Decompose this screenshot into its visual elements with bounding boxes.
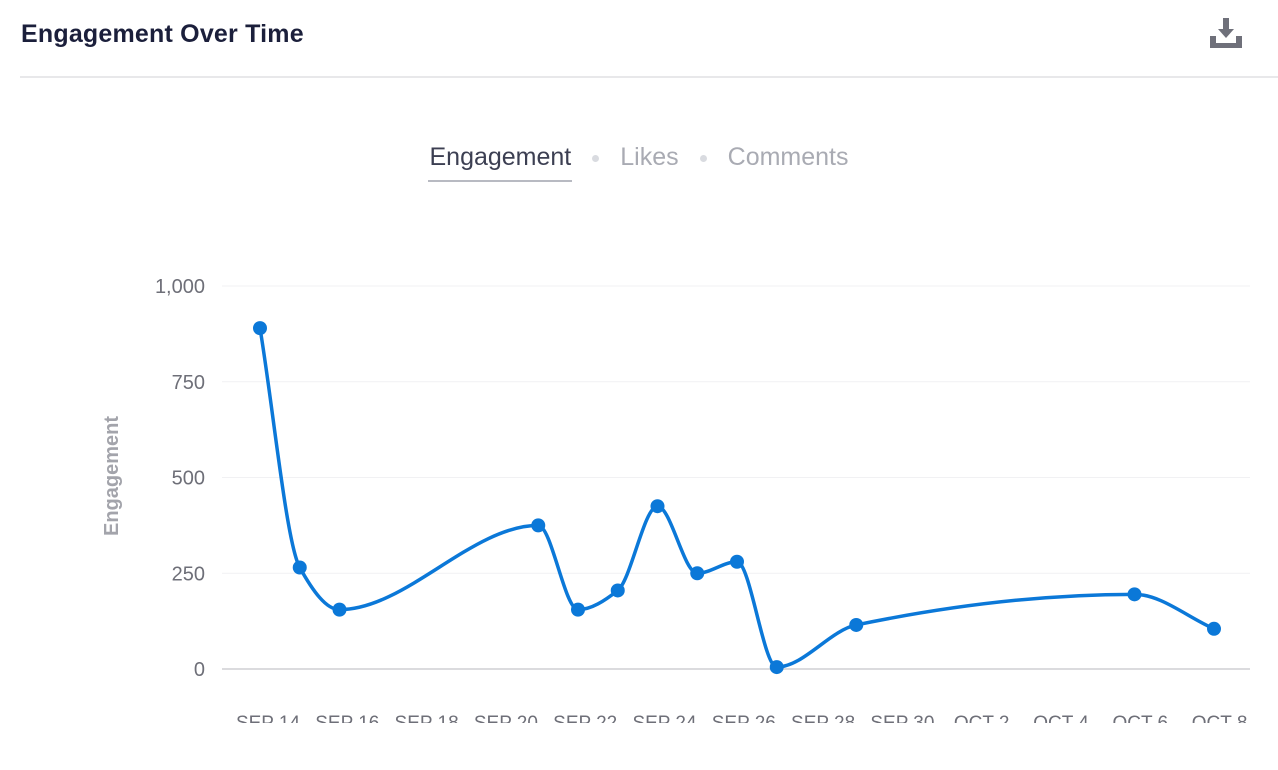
data-point <box>253 321 267 336</box>
chart-header: Engagement Over Time <box>20 0 1278 78</box>
data-point <box>332 602 347 617</box>
data-point <box>650 499 665 514</box>
data-point <box>690 566 705 581</box>
engagement-series-line <box>258 326 1216 669</box>
y-tick-label: 0 <box>194 659 205 681</box>
data-point <box>1127 587 1142 602</box>
data-point <box>292 560 307 575</box>
data-point <box>849 617 864 632</box>
y-tick-label: 1,000 <box>155 276 205 298</box>
tab-separator-dot <box>699 155 707 162</box>
series-tabs: Engagement Likes Comments <box>0 143 1278 187</box>
data-point <box>769 660 784 675</box>
data-point <box>610 583 625 598</box>
tab-engagement[interactable]: Engagement <box>428 143 573 182</box>
y-tick-label: 750 <box>172 372 205 394</box>
tick-clip-mask <box>0 723 1278 770</box>
y-axis-title: Engagement <box>101 416 123 536</box>
data-point <box>1207 621 1221 636</box>
download-tray-icon <box>1210 18 1242 48</box>
data-point <box>730 554 744 569</box>
download-icon[interactable] <box>1206 14 1246 54</box>
tab-comments[interactable]: Comments <box>727 143 849 171</box>
chart-title: Engagement Over Time <box>21 20 304 48</box>
data-point <box>571 602 585 617</box>
y-tick-label: 500 <box>172 468 205 490</box>
tab-likes[interactable]: Likes <box>620 143 679 171</box>
data-point <box>531 518 546 533</box>
tab-separator-dot <box>592 155 600 162</box>
y-tick-label: 250 <box>172 563 205 585</box>
